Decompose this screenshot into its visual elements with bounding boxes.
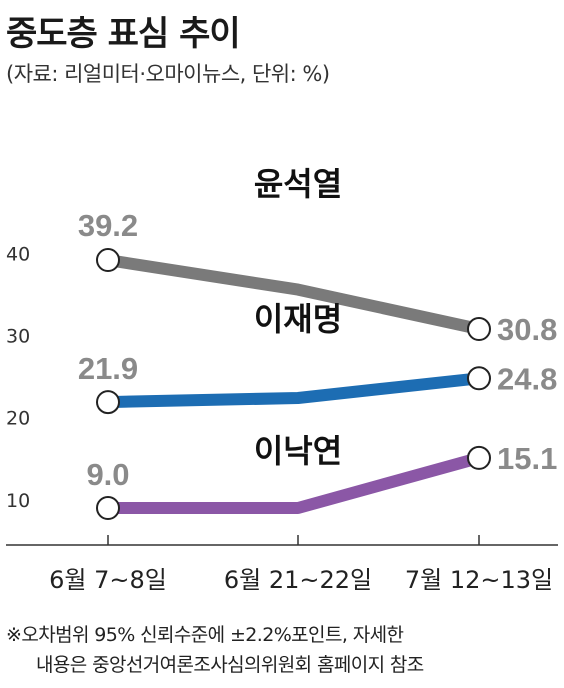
series-line-2 (102, 451, 485, 514)
value-label-1-0: 21.9 (78, 351, 138, 386)
series-name-0: 윤석열 (254, 166, 342, 202)
footnote-line-2: 내용은 중앙선거여론조사심의위원회 홈페이지 참조 (36, 654, 424, 676)
series-line-0 (102, 254, 485, 336)
footnote: ※오차범위 95% 신뢰수준에 ±2.2%포인트, 자세한 내용은 중앙선거여론… (6, 620, 558, 680)
x-tick-label-1: 6월 21~22일 (224, 566, 372, 594)
value-label-0-2: 30.8 (497, 312, 557, 347)
value-label-2-2: 15.1 (497, 441, 557, 476)
data-point-2-2 (467, 445, 491, 470)
series-line-1 (102, 372, 485, 409)
data-point-2-0 (96, 496, 120, 520)
chart-subtitle: (자료: 리얼미터·오마이뉴스, 단위: %) (6, 62, 330, 86)
y-tick-label-30: 30 (6, 326, 30, 348)
chart-title: 중도층 표심 추이 (6, 14, 241, 54)
data-point-1-0 (96, 390, 120, 415)
y-tick-label-10: 10 (6, 490, 30, 512)
value-label-0-0: 39.2 (78, 208, 138, 243)
data-point-1-2 (467, 366, 491, 391)
value-label-2-0: 9.0 (86, 457, 129, 492)
y-tick-label-20: 20 (6, 408, 30, 430)
line-chart: 10 20 30 40 6월 7~8일 6월 21~22일 7월 12~13일 39.2 30.… (6, 166, 558, 594)
footnote-line-1: ※오차범위 95% 신뢰수준에 ±2.2%포인트, 자세한 (6, 624, 404, 646)
y-tick-label-40: 40 (6, 243, 30, 265)
data-point-0-0 (96, 248, 120, 273)
series-name-1: 이재명 (254, 301, 342, 337)
series-name-2: 이낙연 (254, 433, 342, 469)
data-point-0-2 (467, 317, 491, 342)
x-tick-label-0: 6월 7~8일 (49, 566, 167, 594)
x-tick-label-2: 7월 12~13일 (405, 566, 553, 594)
value-label-1-2: 24.8 (497, 361, 557, 396)
